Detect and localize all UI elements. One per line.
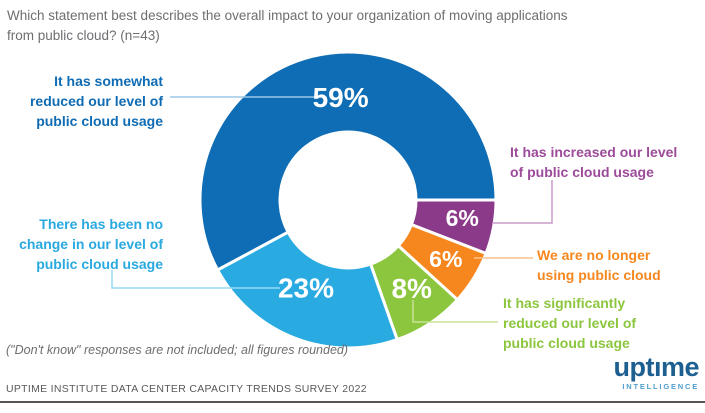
pie-slice-no-change — [215, 230, 400, 350]
bottom-rule — [0, 401, 705, 403]
chart-question: Which statement best describes the overa… — [7, 8, 568, 43]
donut-value-labels: 59%6%6%8%23% — [278, 82, 479, 304]
leader-line-increased — [492, 180, 553, 224]
donut-slices — [198, 50, 498, 350]
pie-value-label-increased: 6% — [446, 205, 479, 231]
logo-tagline: INTELLIGENCE — [622, 382, 699, 391]
pie-value-label-no-longer-using: 6% — [429, 246, 462, 272]
pie-value-label-significantly-reduced: 8% — [391, 273, 432, 304]
leader-line-no-change — [111, 270, 280, 289]
pie-slice-somewhat-reduced — [198, 50, 498, 273]
leader-lines — [111, 96, 553, 323]
uptime-intelligence-logo: uptıme INTELLIGENCE — [613, 353, 699, 391]
pie-value-label-somewhat-reduced: 59% — [313, 82, 369, 113]
callout-somewhat-reduced: It has somewhat reduced our level of publi… — [29, 73, 163, 129]
callout-increased: It has increased our level of public clou… — [510, 144, 678, 180]
logo-wordmark: uptıme — [613, 352, 699, 382]
pie-value-label-no-change: 23% — [278, 273, 334, 304]
callout-no-longer-using: We are no longer using public cloud — [537, 247, 661, 283]
callout-no-change: There has been no change in our level of p… — [19, 216, 163, 272]
leader-line-significantly-reduced — [412, 300, 498, 323]
chart-footnote: ("Don't know" responses are not included… — [6, 343, 349, 357]
callout-significantly-reduced: It has significantly reduced our level of… — [503, 295, 637, 351]
chart-source-line: UPTIME INSTITUTE DATA CENTER CAPACITY TR… — [6, 383, 367, 395]
